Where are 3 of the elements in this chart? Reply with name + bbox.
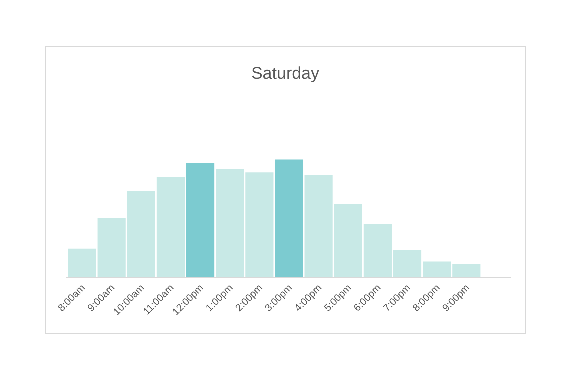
chart-title: Saturday [251,64,320,83]
bar [186,163,215,277]
bar [275,160,304,277]
